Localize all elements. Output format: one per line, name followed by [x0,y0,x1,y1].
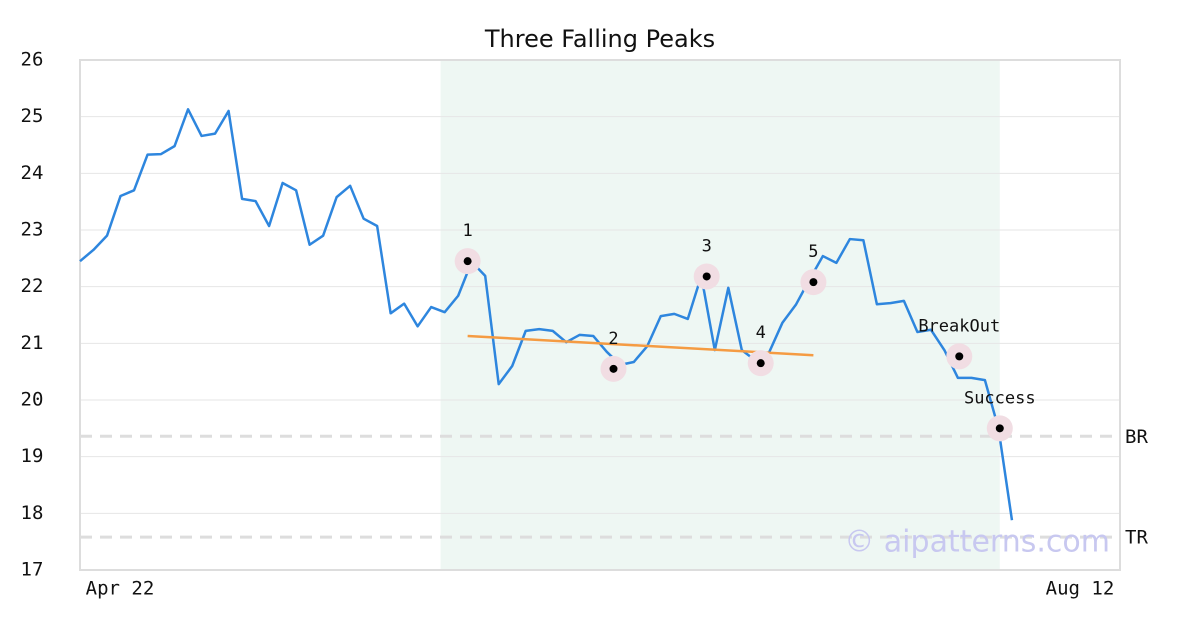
y-tick-label: 19 [21,445,44,467]
plot-frame [79,59,1121,571]
annotation-dot [756,359,765,368]
y-tick-label: 26 [21,49,44,71]
y-tick-label: 23 [21,219,44,241]
x-tick-label: Aug 12 [1046,578,1115,600]
level-label: TR [1125,527,1148,549]
annotation-label: 2 [608,329,618,349]
y-tick-label: 21 [21,332,44,354]
watermark: © aipatterns.com [844,525,1110,560]
annotation-label: BreakOut [918,316,1000,336]
pattern-span [440,60,1000,570]
annotation-dot [955,352,964,361]
annotation-label: 1 [463,221,473,241]
annotation-dot [463,257,472,266]
y-tick-label: 24 [21,162,44,184]
level-label: BR [1125,426,1148,448]
y-tick-label: 17 [21,559,44,581]
annotation-label: 4 [756,323,766,343]
y-tick-label: 25 [21,105,44,127]
annotation-label: 3 [702,236,712,256]
annotation-label: Success [964,388,1036,408]
y-tick-label: 20 [21,389,44,411]
annotation-dot [702,272,711,281]
x-tick-label: Apr 22 [86,578,155,600]
y-tick-label: 18 [21,502,44,524]
annotation-dot [995,424,1004,433]
annotation-label: 5 [808,242,818,262]
price-line [79,108,1014,521]
annotation-dot [809,278,818,287]
y-tick-label: 22 [21,275,44,297]
chart-title: Three Falling Peaks [484,25,715,53]
annotation-dot [609,364,618,373]
